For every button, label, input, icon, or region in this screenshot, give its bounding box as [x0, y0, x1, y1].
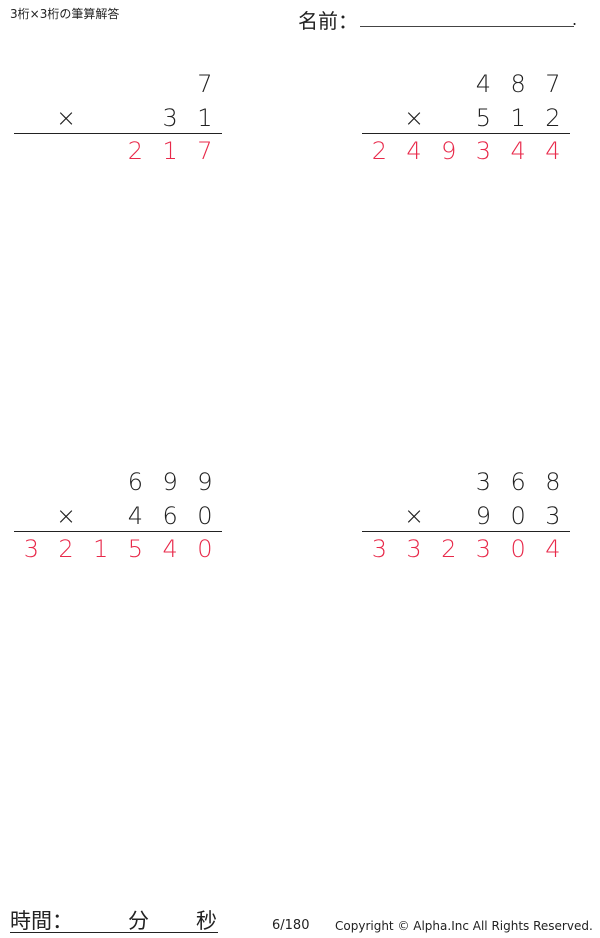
digit: 1: [162, 137, 178, 165]
time-label: 時間：: [10, 909, 73, 933]
digit: 7: [197, 137, 213, 165]
digit: 0: [510, 502, 526, 530]
page-number: 6/180: [272, 918, 310, 933]
digit: 4: [545, 535, 561, 563]
digit: 1: [510, 104, 526, 132]
minutes-label: 分: [128, 909, 149, 933]
digit: 3: [475, 468, 492, 496]
name-end-mark: .: [572, 10, 578, 29]
copyright: Copyright © Alpha.Inc All Rights Reserve…: [335, 919, 593, 933]
digit: 4: [162, 535, 178, 563]
times-sign: ×: [403, 502, 425, 530]
digit: 4: [475, 70, 492, 98]
digit: 2: [371, 137, 387, 165]
worksheet-title: 3桁×3桁の筆算解答: [10, 7, 120, 21]
multiplier: 5 1 2 ×: [362, 103, 570, 133]
times-sign: ×: [403, 104, 425, 132]
multiplier: 3 1 ×: [14, 103, 222, 133]
digit: 4: [127, 502, 144, 530]
answer-rule: [14, 133, 222, 134]
digit: 8: [510, 70, 526, 98]
digit: 6: [162, 502, 178, 530]
digit: 2: [441, 535, 457, 563]
seconds-label: 秒: [196, 909, 217, 933]
times-sign: ×: [55, 502, 77, 530]
answer-rule: [362, 531, 570, 532]
digit: 3: [406, 535, 422, 563]
digit: 9: [441, 137, 457, 165]
digit: 5: [127, 535, 144, 563]
digit: 8: [545, 468, 561, 496]
digit: 3: [545, 502, 561, 530]
digit: 9: [475, 502, 492, 530]
digit: 0: [510, 535, 526, 563]
digit: 3: [162, 104, 178, 132]
digit: 3: [475, 137, 492, 165]
digit: 0: [197, 535, 213, 563]
times-sign: ×: [55, 104, 77, 132]
digit: 6: [510, 468, 526, 496]
digit: 1: [93, 535, 109, 563]
multiplier: 4 6 0 ×: [14, 501, 222, 531]
digit: 4: [406, 137, 422, 165]
digit: 2: [545, 104, 561, 132]
answer-rule: [362, 133, 570, 134]
digit: 7: [545, 70, 561, 98]
multiplier: 9 0 3 ×: [362, 501, 570, 531]
name-label: 名前：: [298, 9, 358, 33]
digit: 3: [23, 535, 39, 563]
digit: 9: [197, 468, 213, 496]
digit: 2: [127, 137, 144, 165]
time-field[interactable]: 時間： 分 秒: [10, 905, 218, 933]
digit: 3: [371, 535, 387, 563]
digit: 6: [127, 468, 144, 496]
digit: 0: [197, 502, 213, 530]
digit: 4: [545, 137, 561, 165]
digit: 3: [475, 535, 492, 563]
digit: 2: [58, 535, 74, 563]
digit: 7: [197, 70, 213, 98]
answer-rule: [14, 531, 222, 532]
digit: 1: [197, 104, 213, 132]
digit: 5: [475, 104, 492, 132]
name-field[interactable]: [360, 26, 574, 27]
digit: 9: [162, 468, 178, 496]
multiplicand: 7: [14, 69, 222, 99]
digit: 4: [510, 137, 526, 165]
